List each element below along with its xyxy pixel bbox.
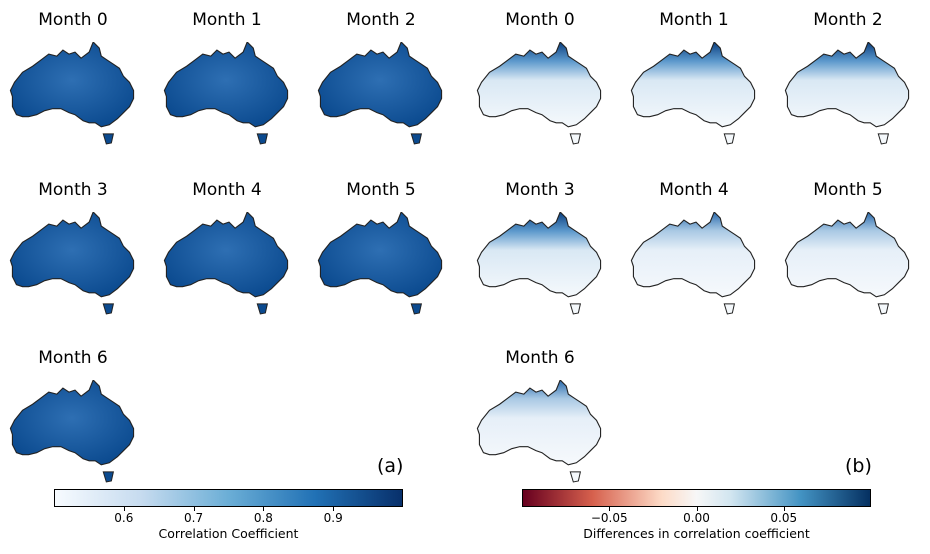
difference-map (476, 380, 602, 483)
correlation-map (9, 212, 135, 315)
difference-map (784, 212, 910, 315)
colorbar-tick-label: −0.05 (590, 511, 628, 525)
correlation-map (163, 212, 289, 315)
colorbar-tick (783, 507, 785, 511)
colorbar-tick (123, 507, 125, 511)
correlation-map (9, 380, 135, 483)
panel-title: Month 0 (38, 10, 108, 30)
panel-b-label: (b) (845, 455, 872, 477)
panel-title: Month 3 (38, 180, 108, 200)
colorbar-tick-label: 0.00 (683, 511, 710, 525)
panel-title: Month 5 (346, 180, 416, 200)
correlation-map (163, 42, 289, 145)
difference-map (476, 212, 602, 315)
correlation-map (9, 42, 135, 145)
difference-map (476, 42, 602, 145)
colorbar-differences (522, 489, 871, 507)
panel-title: Month 6 (38, 348, 108, 368)
panel-title: Month 4 (192, 180, 262, 200)
colorbar-differences-label: Differences in correlation coefficient (583, 526, 810, 541)
panel-title: Month 0 (505, 10, 575, 30)
colorbar-tick-label: 0.6 (114, 511, 134, 525)
panel-a-label: (a) (377, 455, 404, 477)
colorbar-tick (193, 507, 195, 511)
difference-map (630, 212, 756, 315)
colorbar-tick (333, 507, 335, 511)
colorbar-tick-label: 0.7 (184, 511, 204, 525)
difference-map (784, 42, 910, 145)
colorbar-tick (609, 507, 611, 511)
correlation-map (317, 42, 443, 145)
colorbar-correlation (54, 489, 403, 507)
panel-title: Month 1 (659, 10, 729, 30)
colorbar-tick (263, 507, 265, 511)
panel-title: Month 3 (505, 180, 575, 200)
difference-map (630, 42, 756, 145)
colorbar-tick (696, 507, 698, 511)
colorbar-correlation-label: Correlation Coefficient (158, 526, 299, 541)
colorbar-tick-label: 0.9 (323, 511, 343, 525)
panel-title: Month 4 (659, 180, 729, 200)
colorbar-tick-label: 0.8 (253, 511, 273, 525)
panel-title: Month 2 (346, 10, 416, 30)
panel-title: Month 5 (813, 180, 883, 200)
correlation-map (317, 212, 443, 315)
panel-title: Month 1 (192, 10, 262, 30)
panel-title: Month 2 (813, 10, 883, 30)
panel-title: Month 6 (505, 348, 575, 368)
colorbar-tick-label: 0.05 (770, 511, 798, 525)
